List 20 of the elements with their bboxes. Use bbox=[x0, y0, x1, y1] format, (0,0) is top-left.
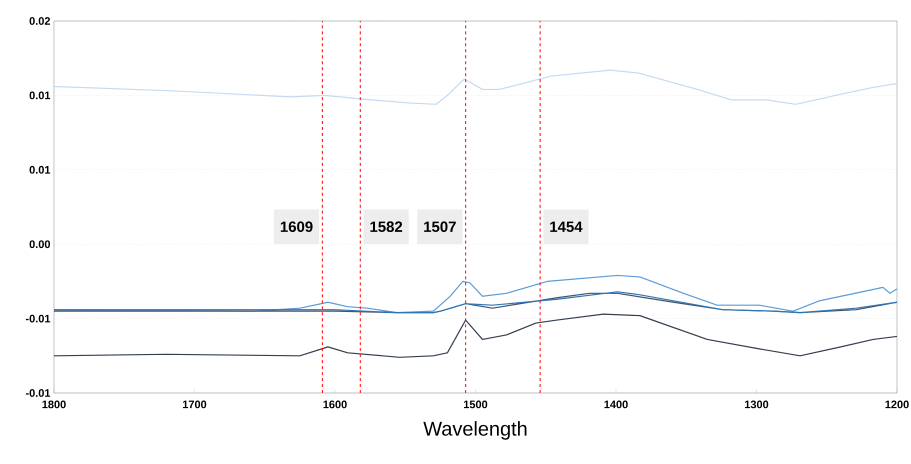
y-tick-label: -0.01 bbox=[26, 314, 50, 322]
y-tick-label: 0.02 bbox=[30, 17, 50, 25]
y-tick-label: 0.01 bbox=[30, 166, 50, 174]
x-axis-title: Wavelength bbox=[423, 421, 526, 440]
ref-line-label: 1582 bbox=[370, 221, 402, 232]
line-series bbox=[53, 314, 898, 358]
x-tick-label: 1800 bbox=[42, 400, 66, 408]
x-tick-label: 1500 bbox=[464, 400, 488, 408]
line-series bbox=[53, 70, 898, 105]
x-tick-label: 1200 bbox=[885, 400, 909, 408]
y-tick-label: 0.00 bbox=[30, 240, 50, 248]
x-tick-label: 1600 bbox=[323, 400, 347, 408]
ref-line-label: 1454 bbox=[550, 222, 582, 232]
x-tick-label: 1400 bbox=[604, 400, 628, 408]
ref-line-label: 1609 bbox=[280, 221, 313, 232]
ref-line-label: 1507 bbox=[424, 221, 456, 232]
x-tick-label: 1700 bbox=[182, 400, 206, 408]
y-tick-label: -0.01 bbox=[26, 389, 50, 397]
x-tick-label: 1300 bbox=[744, 400, 768, 408]
y-tick-label: 0.01 bbox=[30, 92, 50, 100]
